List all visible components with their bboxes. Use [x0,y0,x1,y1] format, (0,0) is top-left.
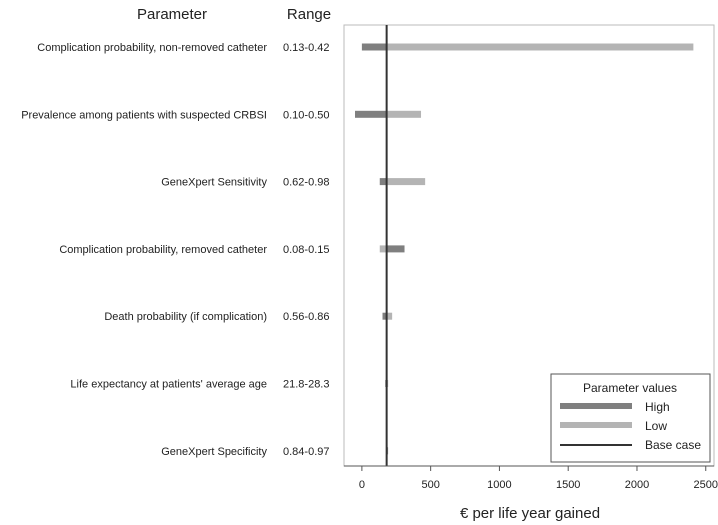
legend: Parameter values High Low Base case [550,373,711,463]
bar-low [386,43,694,51]
range-label: 0.10-0.50 [283,109,329,121]
x-tick-label: 2500 [694,479,718,491]
range-label: 0.62-0.98 [283,177,329,189]
bar-low [379,245,387,253]
bar-low [386,110,422,118]
legend-low-label: Low [645,419,667,433]
bar-high [355,110,387,118]
legend-low-swatch [560,422,632,428]
bar-high [386,245,405,253]
range-label: 0.84-0.97 [283,446,329,458]
range-label: 0.08-0.15 [283,244,329,256]
x-axis-label: € per life year gained [460,505,600,522]
range-label: 0.13-0.42 [283,42,329,54]
x-axis-ticks: 0 500 1000 1500 2000 2500 [359,466,718,491]
parameter-label: Death probability (if complication) [104,311,267,323]
bar-high [382,312,387,320]
legend-title: Parameter values [583,381,677,395]
legend-high-label: High [645,400,670,414]
parameter-label: Complication probability, removed cathet… [59,244,267,256]
x-tick-label: 2000 [625,479,649,491]
bar-low [386,178,426,186]
parameter-label: GeneXpert Sensitivity [161,177,267,189]
legend-box [550,373,711,463]
header-range: Range [287,6,331,23]
range-label: 21.8-28.3 [283,379,329,391]
legend-high-swatch [560,403,632,409]
bar-high [379,178,387,186]
x-tick-label: 500 [421,479,439,491]
parameter-label: Prevalence among patients with suspected… [21,109,267,121]
parameter-label: Life expectancy at patients' average age [70,379,267,391]
x-tick-label: 0 [359,479,365,491]
parameter-label: Complication probability, non-removed ca… [37,42,267,54]
x-tick-label: 1500 [556,479,580,491]
x-tick-label: 1000 [487,479,511,491]
row-labels: Complication probability, non-removed ca… [21,42,329,458]
bar-low [386,312,393,320]
range-label: 0.56-0.86 [283,311,329,323]
header-parameter: Parameter [137,6,207,23]
legend-base-label: Base case [645,438,701,452]
parameter-label: GeneXpert Specificity [161,446,267,458]
bar-high [361,43,387,51]
